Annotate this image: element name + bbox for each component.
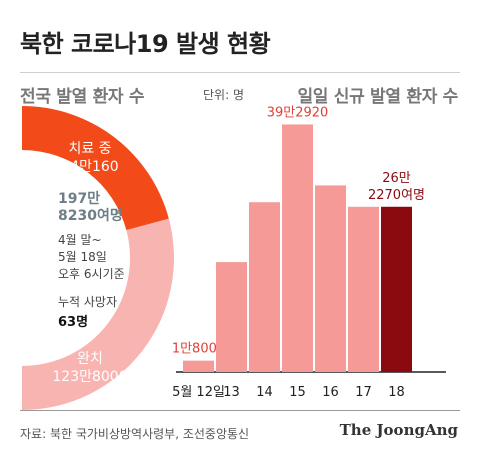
- bar-1: [216, 262, 247, 372]
- treating-label: 치료 중: [68, 141, 112, 157]
- treating-label-group: 치료 중 74만160: [50, 140, 130, 176]
- recovered-label-group: 완치 123만8000: [40, 350, 140, 386]
- x-tick-label-3: 15: [289, 385, 306, 400]
- x-tick-label-6: 18: [388, 385, 405, 400]
- bar-0: [183, 360, 214, 372]
- date-note: 4월 말~ 5월 18일 오후 6시기준: [58, 232, 125, 283]
- note-line3: 오후 6시기준: [58, 267, 125, 281]
- data-label-6-1: 2270여명: [368, 188, 425, 203]
- footer-divider: [20, 410, 460, 411]
- recovered-label: 완치: [77, 351, 103, 367]
- bar-3: [282, 124, 313, 372]
- note-line1: 4월 말~: [58, 233, 102, 247]
- bar-2: [249, 202, 280, 372]
- data-label-0-0: 1만8000: [172, 342, 225, 357]
- unit-label: 단위: 명: [203, 88, 244, 102]
- bar-4: [315, 185, 346, 372]
- data-label-6-0: 26만: [382, 171, 411, 186]
- x-tick-label-1: 13: [223, 385, 240, 400]
- bar-6: [381, 206, 412, 372]
- x-tick-label-2: 14: [256, 385, 273, 400]
- source-note: 자료: 북한 국가비상방역사령부, 조선중앙통신: [20, 427, 250, 441]
- data-label-3-0: 39만2920: [267, 105, 329, 120]
- deaths-value: 63명: [58, 315, 89, 330]
- x-tick-label-4: 16: [322, 385, 339, 400]
- title-divider: [20, 72, 460, 73]
- total-line1: 197만: [58, 191, 101, 207]
- brand-logo: The JoongAng: [339, 421, 458, 439]
- recovered-value: 123만8000: [52, 369, 128, 385]
- right-section-title: 일일 신규 발열 환자 수: [297, 87, 458, 107]
- x-tick-label-0: 5월 12일: [172, 385, 225, 400]
- left-section-title: 전국 발열 환자 수: [20, 87, 145, 107]
- total-line2: 8230여명: [58, 208, 123, 224]
- treating-segment: [22, 106, 169, 231]
- note-line2: 5월 18일: [58, 250, 107, 264]
- page-title: 북한 코로나19 발생 현황: [20, 30, 271, 58]
- bar-5: [348, 206, 379, 372]
- recovered-segment: [22, 218, 174, 410]
- deaths-label: 누적 사망자: [58, 295, 118, 309]
- total-patients: 197만 8230여명: [58, 191, 123, 225]
- x-tick-label-5: 17: [355, 385, 372, 400]
- treating-value: 74만160: [61, 159, 119, 175]
